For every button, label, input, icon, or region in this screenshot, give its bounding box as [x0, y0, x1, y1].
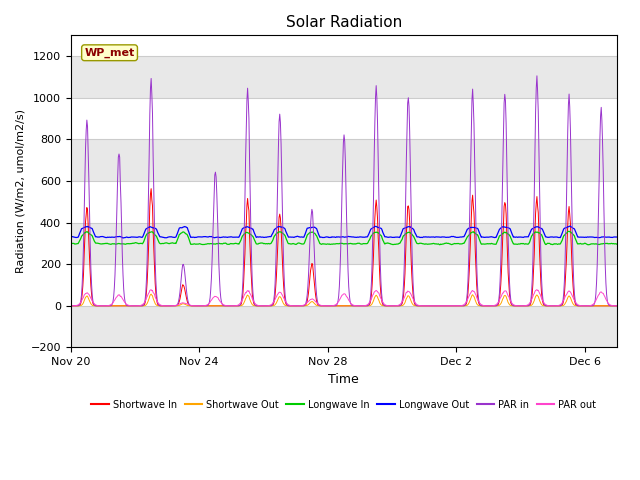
- Longwave Out: [141, 228, 149, 234]
- Shortwave Out: [99, 303, 107, 309]
- PAR out: [141, 300, 148, 305]
- Longwave Out: [178, 225, 186, 230]
- Longwave In: [177, 230, 185, 236]
- PAR in: [420, 303, 428, 309]
- Shortwave Out: [397, 303, 405, 309]
- Longwave Out: [67, 234, 75, 240]
- Shortwave In: [147, 186, 155, 192]
- Longwave Out: [119, 235, 127, 241]
- PAR out: [129, 303, 137, 309]
- Legend: Shortwave In, Shortwave Out, Longwave In, Longwave Out, PAR in, PAR out: Shortwave In, Shortwave Out, Longwave In…: [87, 396, 600, 414]
- Y-axis label: Radiation (W/m2, umol/m2/s): Radiation (W/m2, umol/m2/s): [15, 109, 25, 274]
- Shortwave In: [612, 303, 620, 309]
- PAR in: [349, 303, 357, 309]
- PAR in: [141, 300, 148, 306]
- Longwave Out: [612, 234, 620, 240]
- Shortwave In: [486, 303, 493, 309]
- PAR out: [420, 303, 428, 309]
- PAR in: [396, 303, 403, 309]
- Bar: [71, 139, 616, 181]
- Longwave In: [612, 241, 620, 247]
- PAR in: [612, 303, 620, 309]
- Shortwave In: [179, 282, 186, 288]
- PAR out: [67, 303, 75, 309]
- Line: Shortwave In: Shortwave In: [71, 189, 616, 306]
- Shortwave Out: [67, 303, 75, 309]
- Longwave Out: [566, 223, 573, 229]
- Longwave In: [349, 241, 357, 247]
- Shortwave Out: [351, 303, 358, 309]
- Shortwave Out: [147, 291, 155, 297]
- Bar: [71, 223, 616, 264]
- Shortwave In: [351, 303, 358, 309]
- Shortwave Out: [486, 303, 493, 309]
- Shortwave In: [397, 302, 405, 308]
- Shortwave Out: [141, 302, 149, 308]
- PAR in: [485, 303, 493, 309]
- PAR in: [177, 275, 185, 281]
- Longwave In: [565, 228, 573, 234]
- Shortwave Out: [612, 303, 620, 309]
- Longwave In: [485, 241, 493, 247]
- PAR in: [129, 303, 137, 309]
- Longwave In: [129, 240, 137, 246]
- Bar: [71, 306, 616, 348]
- Longwave In: [396, 240, 403, 246]
- Shortwave Out: [130, 303, 138, 309]
- Line: Longwave Out: Longwave Out: [71, 226, 616, 238]
- Line: PAR out: PAR out: [71, 289, 616, 306]
- Longwave In: [67, 241, 75, 247]
- Longwave In: [436, 242, 444, 248]
- Longwave Out: [350, 234, 358, 240]
- Text: WP_met: WP_met: [84, 48, 134, 58]
- PAR in: [533, 73, 541, 79]
- Shortwave In: [99, 303, 107, 309]
- Shortwave Out: [179, 301, 186, 307]
- Longwave Out: [485, 234, 493, 240]
- Shortwave In: [130, 303, 138, 309]
- Longwave In: [141, 237, 148, 242]
- PAR in: [67, 303, 75, 309]
- PAR out: [485, 303, 493, 309]
- X-axis label: Time: Time: [328, 372, 359, 386]
- Shortwave In: [141, 300, 149, 306]
- PAR out: [177, 300, 185, 306]
- PAR out: [396, 302, 403, 308]
- Longwave Out: [396, 233, 404, 239]
- Line: Longwave In: Longwave In: [71, 231, 616, 245]
- Line: Shortwave Out: Shortwave Out: [71, 294, 616, 306]
- Longwave Out: [130, 234, 138, 240]
- Bar: [71, 56, 616, 98]
- Line: PAR in: PAR in: [71, 76, 616, 306]
- PAR out: [349, 302, 357, 308]
- Title: Solar Radiation: Solar Radiation: [285, 15, 402, 30]
- PAR out: [612, 303, 620, 309]
- Shortwave In: [67, 303, 75, 309]
- PAR out: [533, 287, 541, 292]
